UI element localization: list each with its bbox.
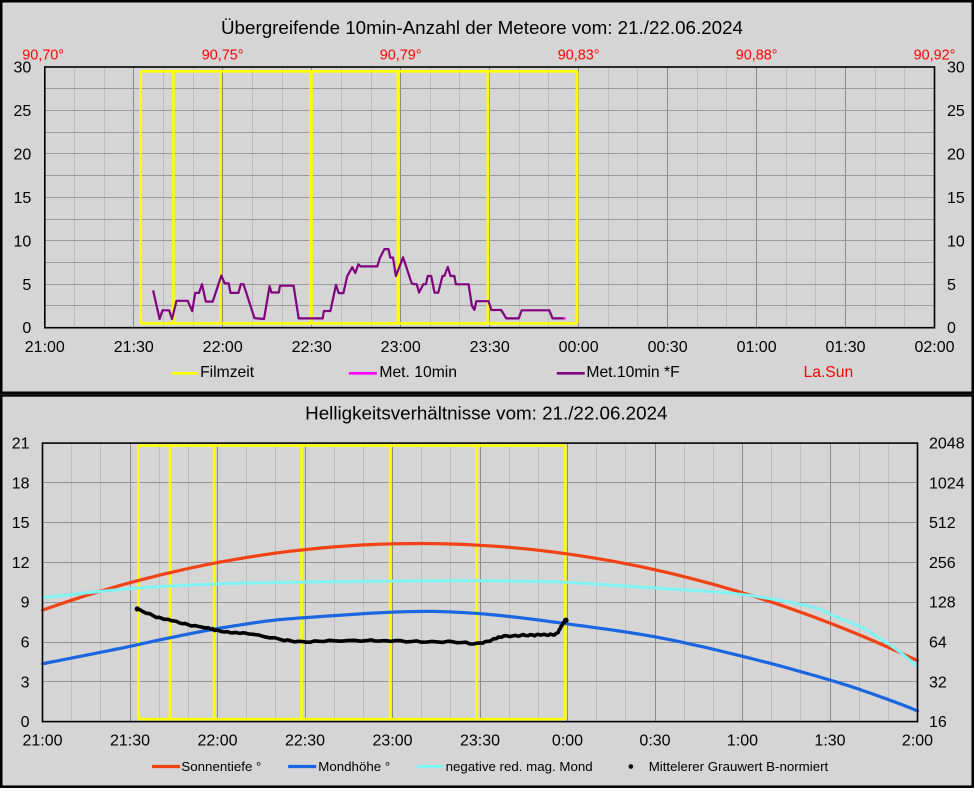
svg-text:90,70°: 90,70° [22,48,64,64]
svg-text:22:00: 22:00 [197,733,237,750]
svg-text:90,83°: 90,83° [558,48,600,64]
svg-text:256: 256 [929,555,956,572]
svg-text:25: 25 [14,103,32,120]
svg-text:Mittelerer Grauwert B-normiert: Mittelerer Grauwert B-normiert [649,759,829,774]
svg-text:6: 6 [21,635,30,652]
svg-text:Met.10min *F: Met.10min *F [586,364,679,381]
svg-text:5: 5 [947,277,956,294]
svg-text:18: 18 [12,475,30,492]
svg-text:90,75°: 90,75° [202,48,244,64]
svg-text:30: 30 [14,60,32,77]
svg-text:12: 12 [12,555,30,572]
svg-text:2048: 2048 [929,436,965,453]
svg-text:La.Sun: La.Sun [804,364,854,381]
svg-text:Übergreifende 10min-Anzahl der: Übergreifende 10min-Anzahl der Meteore v… [221,17,743,38]
svg-text:02:00: 02:00 [914,339,954,356]
svg-text:15: 15 [14,190,32,207]
svg-text:0:30: 0:30 [639,733,670,750]
svg-text:3: 3 [21,674,30,691]
svg-text:Sonnentiefe °: Sonnentiefe ° [181,759,261,774]
svg-text:21:00: 21:00 [25,339,65,356]
svg-text:Helligkeitsverhältnisse vom: 2: Helligkeitsverhältnisse vom: 21./22.06.2… [305,403,667,424]
svg-text:5: 5 [22,277,31,294]
svg-text:Met. 10min: Met. 10min [379,364,457,381]
svg-text:15: 15 [947,190,965,207]
svg-text:0: 0 [21,714,30,731]
svg-text:0:00: 0:00 [552,733,583,750]
svg-text:512: 512 [929,515,956,532]
svg-text:90,79°: 90,79° [380,48,422,64]
svg-text:21: 21 [12,436,30,453]
svg-text:20: 20 [14,146,32,163]
svg-text:15: 15 [12,515,30,532]
svg-text:10: 10 [947,233,965,250]
svg-text:0: 0 [22,320,31,337]
svg-text:00:00: 00:00 [559,339,599,356]
svg-text:21:30: 21:30 [110,733,150,750]
svg-text:23:00: 23:00 [381,339,421,356]
svg-text:01:00: 01:00 [737,339,777,356]
svg-text:1:00: 1:00 [727,733,758,750]
svg-text:Filmzeit: Filmzeit [200,364,255,381]
svg-text:64: 64 [929,635,947,652]
svg-text:20: 20 [947,146,965,163]
svg-text:1024: 1024 [929,475,965,492]
svg-text:16: 16 [929,714,947,731]
svg-text:21:30: 21:30 [114,339,154,356]
svg-text:22:00: 22:00 [203,339,243,356]
svg-text:90,92°: 90,92° [914,48,956,64]
svg-text:negative red. mag. Mond: negative red. mag. Mond [446,759,593,774]
svg-text:23:30: 23:30 [460,733,500,750]
svg-text:90,88°: 90,88° [736,48,778,64]
svg-text:1:30: 1:30 [814,733,845,750]
svg-text:10: 10 [14,233,32,250]
svg-text:32: 32 [929,674,947,691]
svg-text:22:30: 22:30 [285,733,325,750]
svg-text:00:30: 00:30 [648,339,688,356]
svg-text:128: 128 [929,595,956,612]
svg-text:25: 25 [947,103,965,120]
svg-text:0: 0 [947,320,956,337]
svg-text:23:30: 23:30 [470,339,510,356]
svg-text:2:00: 2:00 [902,733,933,750]
svg-text:21:00: 21:00 [22,733,62,750]
svg-text:01:30: 01:30 [825,339,865,356]
svg-text:22:30: 22:30 [292,339,332,356]
svg-text:9: 9 [21,595,30,612]
svg-text:23:00: 23:00 [372,733,412,750]
svg-text:30: 30 [947,60,965,77]
svg-text:Mondhöhe °: Mondhöhe ° [318,759,390,774]
